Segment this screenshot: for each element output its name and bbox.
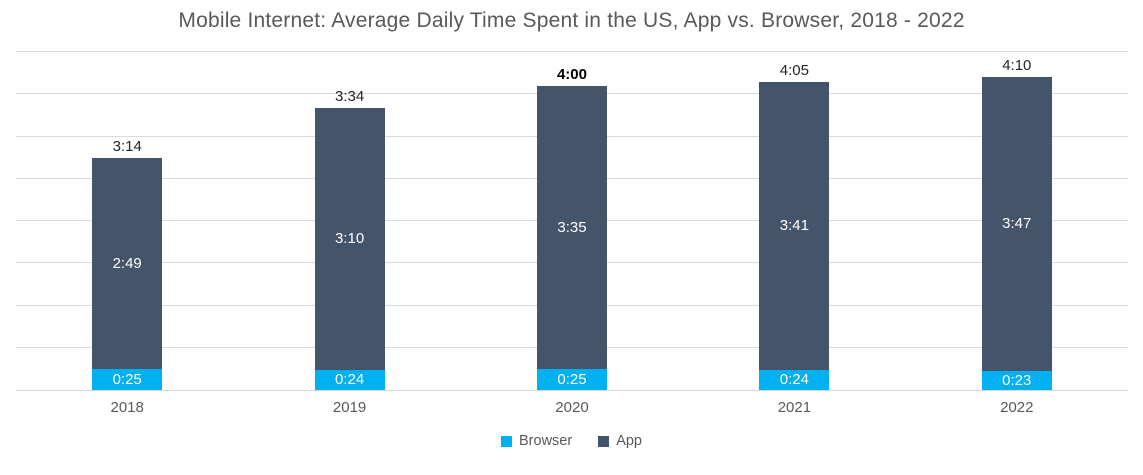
legend-item-browser: Browser — [501, 433, 572, 449]
total-label: 4:05 — [779, 61, 809, 79]
app-value-label: 3:10 — [334, 230, 365, 248]
app-segment: 3:10 — [314, 107, 385, 370]
browser-segment: 0:24 — [759, 369, 830, 390]
browser-value-label: 0:23 — [1002, 371, 1032, 389]
bar-slot: 3:35 0:25 4:00 — [461, 52, 683, 390]
total-label: 3:14 — [112, 138, 142, 156]
app-value-label: 3:47 — [1002, 215, 1032, 233]
browser-value-label: 0:24 — [779, 371, 809, 389]
total-label: 3:34 — [334, 87, 365, 105]
bar-slot: 3:41 0:24 4:05 — [683, 52, 905, 390]
plot-area: 2:49 0:25 3:14 3:10 0:24 3:34 3:35 0:25 4:00 3:41… — [16, 51, 1128, 391]
chart-title: Mobile Internet: Average Daily Time Spen… — [178, 9, 965, 32]
x-axis-label: 2018 — [110, 399, 144, 416]
bar-slot: 2:49 0:25 3:14 — [16, 52, 238, 390]
stacked-bar: 3:47 0:23 — [981, 77, 1052, 390]
legend: Browser App — [0, 433, 1143, 449]
stacked-bar: 3:35 0:25 — [536, 85, 607, 390]
x-axis: 2018 2019 2020 2021 2022 — [16, 399, 1128, 419]
gridline — [16, 51, 1128, 52]
total-label: 4:10 — [1002, 57, 1032, 75]
app-segment: 2:49 — [92, 158, 163, 369]
browser-value-label: 0:24 — [334, 371, 365, 389]
x-axis-label: 2022 — [1000, 399, 1034, 416]
app-value-label: 3:41 — [779, 217, 809, 235]
app-value-label: 3:35 — [557, 218, 587, 236]
app-segment: 3:41 — [759, 81, 830, 370]
app-segment: 3:47 — [981, 77, 1052, 371]
x-axis-label: 2021 — [777, 399, 812, 416]
x-axis-label: 2020 — [555, 399, 589, 416]
browser-segment: 0:25 — [536, 368, 607, 390]
browser-segment: 0:25 — [92, 368, 163, 390]
legend-swatch-icon — [598, 435, 610, 447]
bar-slot: 3:47 0:23 4:10 — [906, 52, 1128, 390]
stacked-bar: 3:10 0:24 — [314, 107, 385, 390]
browser-value-label: 0:25 — [557, 370, 587, 388]
legend-label: App — [616, 433, 642, 449]
stacked-bar: 2:49 0:25 — [92, 158, 163, 390]
stacked-bar: 3:41 0:24 — [759, 81, 830, 390]
total-label: 4:00 — [556, 65, 587, 83]
browser-segment: 0:24 — [314, 369, 385, 390]
legend-label: Browser — [519, 433, 573, 449]
legend-item-app: App — [598, 433, 642, 449]
app-segment: 3:35 — [536, 85, 607, 369]
bar-slot: 3:10 0:24 3:34 — [238, 52, 460, 390]
legend-swatch-icon — [501, 435, 512, 447]
app-value-label: 2:49 — [112, 255, 142, 273]
x-axis-label: 2019 — [332, 399, 367, 416]
browser-value-label: 0:25 — [112, 370, 142, 388]
browser-segment: 0:23 — [981, 370, 1052, 390]
